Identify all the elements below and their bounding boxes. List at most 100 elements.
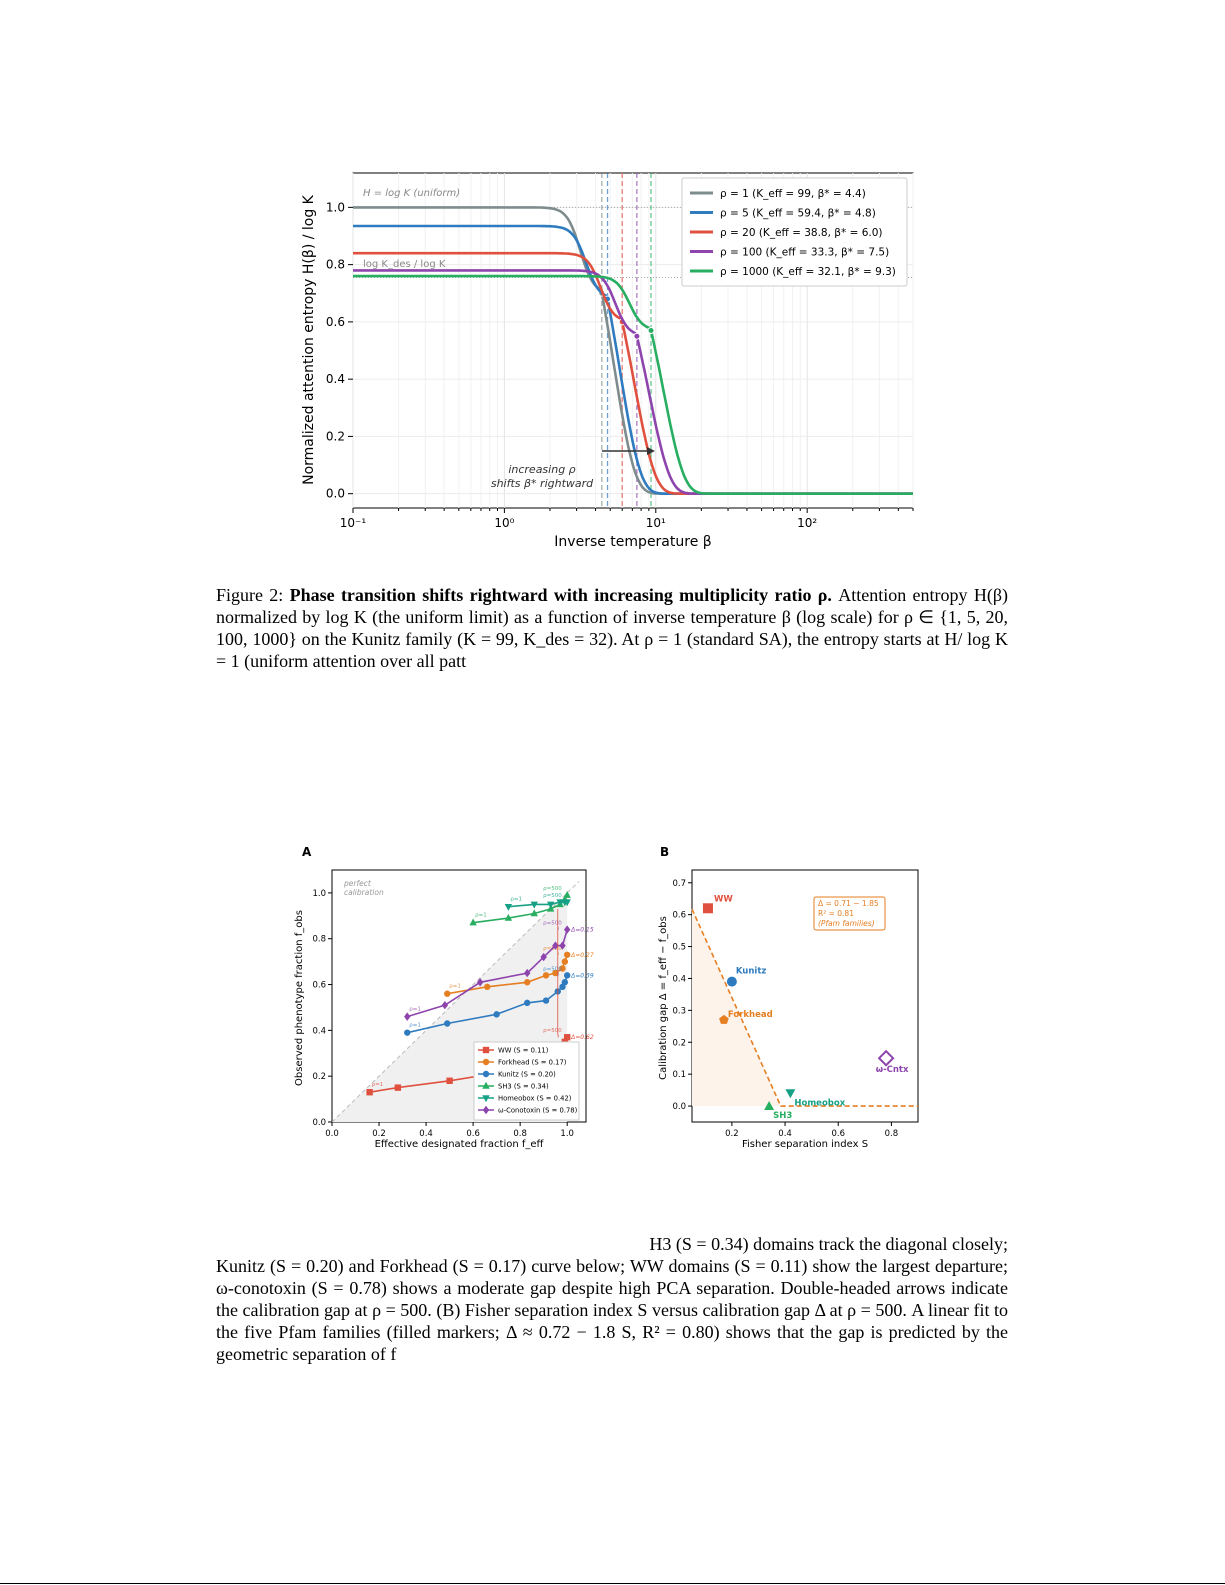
beta-star-marker (633, 332, 641, 340)
data-point (563, 951, 571, 958)
data-point (482, 1058, 490, 1066)
data-point (542, 972, 550, 979)
legend-label: Kunitz (S = 0.20) (498, 1071, 556, 1079)
panel-a-content: 0.0 0.2 0.4 0.6 0.8 1.0 0.0 0.2 0.4 0.6 0.8 1.0 ρ=1 Δ… (312, 881, 594, 1139)
y-tick-label: 0.4 (312, 1026, 326, 1036)
y-tick-label: 0.7 (672, 879, 686, 889)
figure-3-caption: Kunitz (S = 0.20) and Forkhead (S = 0.17… (216, 1255, 1008, 1365)
data-point (482, 1070, 490, 1078)
data-point (563, 899, 571, 907)
start-label: ρ=1 (475, 913, 487, 919)
data-point (530, 901, 538, 909)
panel-b-chart: B 0.2 0.4 0.6 0.8 0.0 0.1 0.2 0.3 0.4 0.5 0.6 0.7 WW… (658, 845, 919, 1150)
data-point (444, 990, 451, 997)
data-point (482, 1046, 490, 1054)
legend-label: ρ = 100 (K_eff = 33.3, β* = 7.5) (720, 247, 889, 259)
legend-box (473, 1041, 580, 1121)
point-label: Forkhead (728, 1010, 773, 1020)
fit-box-line2: R² = 0.81 (818, 909, 854, 918)
data-point (559, 965, 566, 972)
y-tick-label: 0.2 (326, 429, 345, 443)
x-tick-label: 0.4 (778, 1129, 792, 1139)
data-point (504, 913, 513, 921)
legend-label: Forkhead (S = 0.17) (498, 1059, 567, 1067)
figure-2-caption: Figure 2: Phase transition shifts rightw… (216, 584, 1008, 672)
y-tick-label: 0.6 (672, 911, 686, 921)
caption-line1: H3 (S = 0.34) domains track the diagonal… (649, 1234, 1008, 1254)
data-point (877, 1049, 895, 1067)
data-point (542, 997, 550, 1004)
x-tick-label: 0.8 (885, 1129, 899, 1139)
legend-label: ρ = 1 (K_eff = 99, β* = 4.4) (720, 188, 866, 200)
x-tick-label: 10² (797, 516, 817, 530)
panel-a-label: A (302, 845, 312, 859)
y-tick-label: 1.0 (326, 200, 345, 214)
gap-label: Δ=0.39 (570, 972, 594, 979)
y-tick-label: 0.6 (312, 981, 326, 991)
data-point (552, 969, 559, 977)
y-tick-label: 0.1 (672, 1070, 686, 1080)
legend-label: ρ = 20 (K_eff = 38.8, β* = 6.0) (720, 227, 883, 239)
data-point (524, 999, 531, 1007)
y-tick-label: 0.0 (672, 1102, 686, 1112)
data-point (404, 1012, 411, 1021)
x-axis-label: Inverse temperature β (554, 534, 711, 550)
point-label: SH3 (773, 1111, 792, 1121)
point-label: Kunitz (736, 967, 767, 977)
y-tick-label: 0.8 (326, 258, 345, 272)
legend-box (681, 177, 908, 287)
legend: ρ = 1 (K_eff = 99, β* = 4.4) ρ = 5 (K_eff… (681, 177, 908, 287)
data-point (561, 979, 569, 986)
figure-2-chart: 0.0 0.2 0.4 0.6 0.8 1.0 10⁻¹ 10⁰ 10¹ 10² H = log … (301, 172, 914, 550)
figure-3-caption-line1: H3 (S = 0.34) domains track the diagonal… (216, 1233, 1008, 1255)
x-axis-label: Fisher separation index S (742, 1139, 868, 1150)
fit-box-line1: Δ = 0.71 − 1.85 (818, 899, 879, 908)
fit-box (813, 896, 886, 931)
x-tick-label: 0.2 (372, 1129, 386, 1139)
diagonal-label-2: calibration (344, 888, 384, 897)
y-tick-label: 0.6 (326, 315, 345, 329)
start-label: ρ=1 (449, 984, 461, 990)
x-tick-label: 0.6 (831, 1129, 845, 1139)
legend-label: ρ = 5 (K_eff = 59.4, β* = 4.8) (720, 208, 876, 220)
x-tick-label: 10⁻¹ (340, 516, 367, 530)
caption-rest: Kunitz (S = 0.20) and Forkhead (S = 0.17… (216, 1256, 1008, 1364)
diagonal-label-1: perfect (343, 879, 372, 888)
data-point (482, 1095, 490, 1103)
y-tick-label: 0.0 (326, 487, 345, 501)
x-tick-label: 0.0 (325, 1129, 339, 1139)
beta-star-marker (647, 326, 655, 334)
legend-label: SH3 (S = 0.34) (498, 1083, 549, 1091)
series-lines (353, 206, 913, 495)
caption-label: Figure 2: (216, 585, 284, 605)
y-tick-label: 1.0 (312, 889, 326, 899)
data-point (482, 1081, 490, 1089)
data-point (524, 979, 531, 986)
data-point (719, 1014, 729, 1024)
data-point (404, 1029, 411, 1036)
data-point (493, 1011, 500, 1018)
start-label: ρ=1 (409, 1023, 421, 1029)
data-point (563, 925, 571, 934)
data-point (563, 972, 571, 979)
data-point (547, 901, 555, 909)
uniform-annotation: H = log K (uniform) (363, 188, 460, 199)
fit-line (691, 908, 918, 1107)
y-tick-label: 0.2 (672, 1038, 686, 1048)
x-tick-label: 0.6 (466, 1129, 480, 1139)
data-point (764, 1101, 775, 1111)
gap-label: Δ=0.62 (570, 1034, 594, 1041)
start-label: ρ=1 (409, 1007, 421, 1013)
data-point (446, 1077, 453, 1084)
data-point (394, 1084, 402, 1091)
data-point (484, 983, 491, 991)
end-label: ρ=500 (543, 1028, 562, 1034)
data-point (556, 899, 564, 907)
y-tick-label: 0.4 (672, 974, 686, 984)
data-point (366, 1089, 373, 1096)
caption-body: Attention entropy H(β) normalized by log… (216, 585, 1008, 671)
data-point (561, 958, 569, 965)
end-label: ρ=500 (543, 886, 562, 892)
panel-b-content: 0.2 0.4 0.6 0.8 0.0 0.1 0.2 0.3 0.4 0.5 0.6 0.7 WW Ku… (672, 879, 918, 1139)
end-label: ρ=500 (543, 921, 562, 927)
